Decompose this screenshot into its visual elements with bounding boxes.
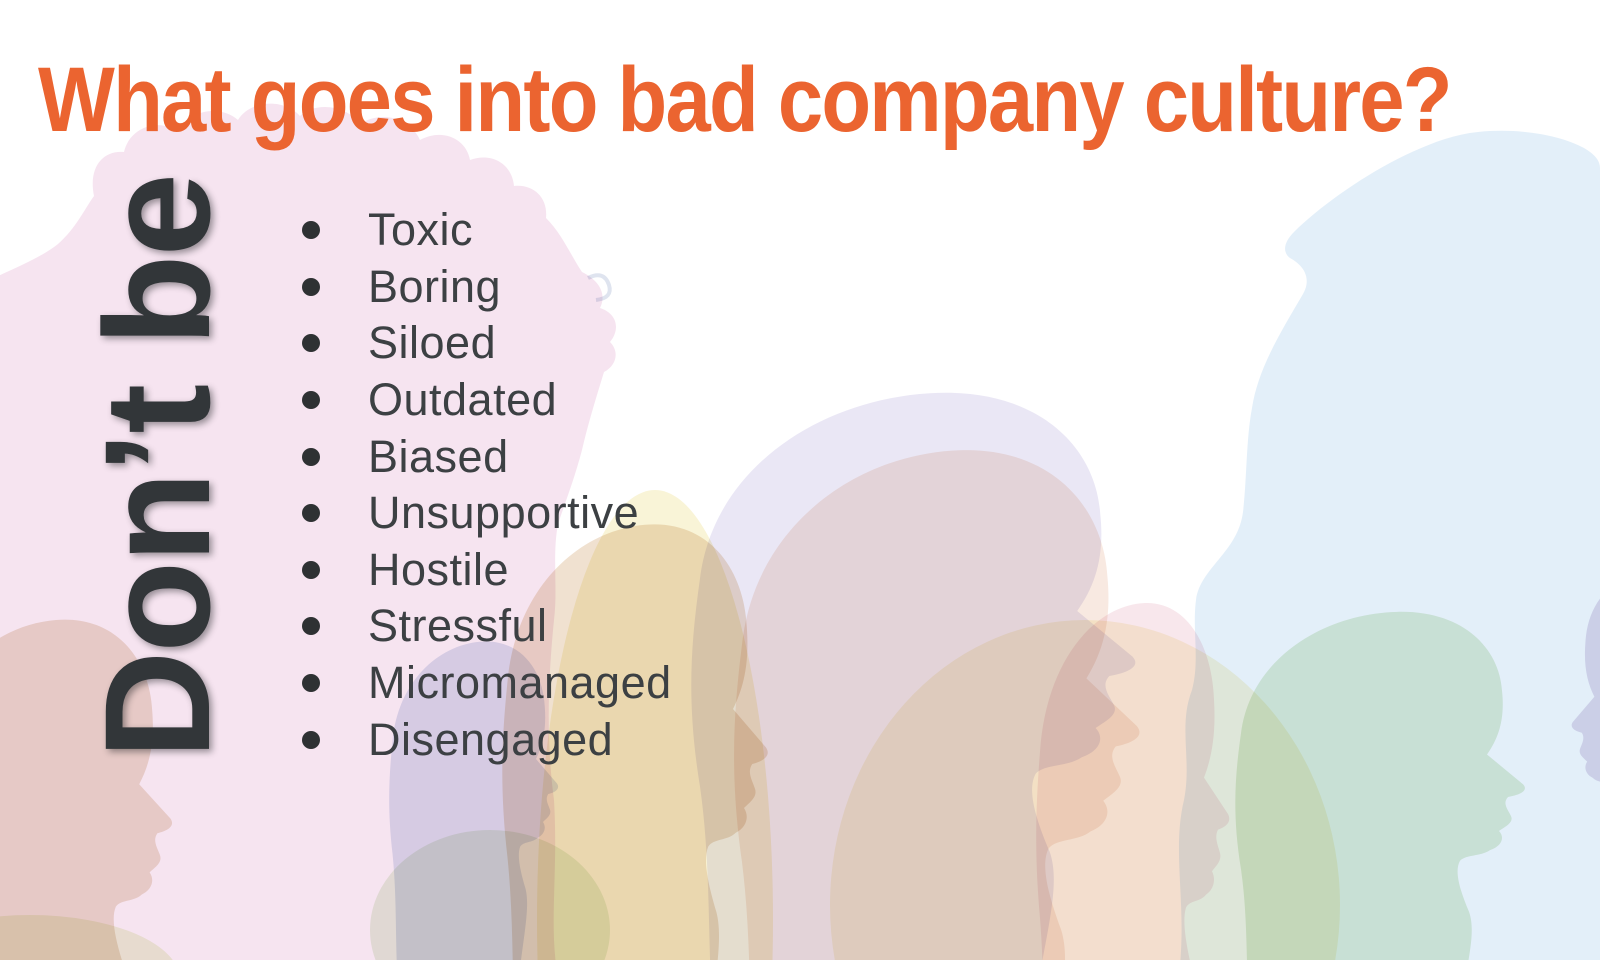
list-item-label: Unsupportive: [368, 487, 640, 539]
bullet-icon: [302, 504, 320, 523]
list-item: Biased: [302, 428, 672, 485]
list-item-label: Outdated: [368, 374, 558, 426]
bullet-icon: [302, 221, 320, 240]
list-item: Boring: [302, 259, 672, 316]
bad-culture-list: Toxic Boring Siloed Outdated Biased Unsu…: [302, 202, 672, 768]
bullet-icon: [302, 560, 320, 579]
list-item-label: Stressful: [368, 600, 548, 652]
list-item-label: Biased: [368, 430, 509, 482]
dont-be-label: Don’t be: [73, 175, 241, 759]
list-item-label: Siloed: [368, 317, 497, 369]
list-item-label: Toxic: [368, 204, 474, 256]
list-item: Micromanaged: [302, 655, 672, 712]
list-item: Outdated: [302, 372, 672, 429]
list-item-label: Disengaged: [368, 713, 614, 765]
slide-title: What goes into bad company culture?: [38, 49, 1453, 151]
list-item: Disengaged: [302, 711, 672, 768]
list-item-label: Micromanaged: [368, 657, 672, 709]
bullet-icon: [302, 730, 320, 749]
list-item-label: Boring: [368, 260, 502, 312]
list-item: Toxic: [302, 202, 672, 259]
bullet-icon: [302, 447, 320, 466]
list-item: Unsupportive: [302, 485, 672, 542]
bullet-icon: [302, 334, 320, 353]
list-item: Siloed: [302, 315, 672, 372]
silhouette-blob-green-corner: [0, 915, 173, 960]
bullet-icon: [302, 617, 320, 636]
list-item-label: Hostile: [368, 543, 510, 595]
list-item: Hostile: [302, 542, 672, 599]
bullet-icon: [302, 674, 320, 693]
curl-detail-icon: [587, 273, 612, 302]
bullet-icon: [302, 391, 320, 410]
list-item: Stressful: [302, 598, 672, 655]
bullet-icon: [302, 277, 320, 296]
